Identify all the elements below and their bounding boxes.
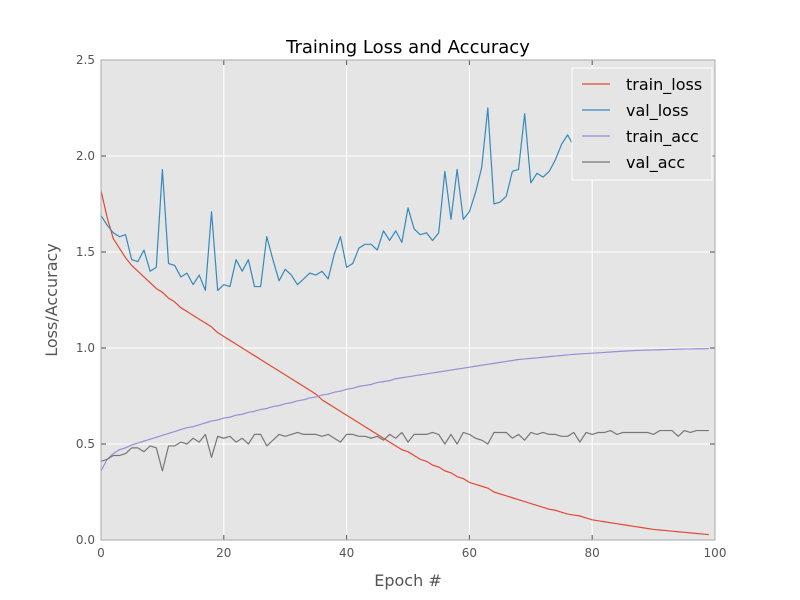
legend-label-train-loss: train_loss xyxy=(626,75,702,95)
x-tick-label: 80 xyxy=(585,546,600,560)
x-tick-label: 100 xyxy=(704,546,727,560)
legend-label-train-acc: train_acc xyxy=(626,127,699,147)
plot-frame xyxy=(100,59,716,541)
series-line-train-acc xyxy=(100,347,709,472)
y-tick-label: 2.5 xyxy=(76,53,95,67)
legend-label-val-loss: val_loss xyxy=(626,101,689,121)
x-tick-label: 20 xyxy=(216,546,231,560)
y-tick-label: 1.0 xyxy=(76,341,95,355)
chart-title: Training Loss and Accuracy xyxy=(285,37,530,58)
legend: train_loss val_loss train_acc val_acc xyxy=(571,67,713,181)
y-tick-label: 1.5 xyxy=(76,245,95,259)
x-tick-label: 40 xyxy=(339,546,354,560)
y-tick-label: 0.0 xyxy=(76,533,95,547)
x-tick-label: 60 xyxy=(462,546,477,560)
axes-layer: 0 20 40 60 80 100 0.0 0.5 1.0 1.5 2.0 2.5 xyxy=(76,53,727,560)
series-line-val-acc xyxy=(100,429,709,472)
legend-box xyxy=(571,67,713,181)
y-tick-label: 0.5 xyxy=(76,437,95,451)
x-axis-title: Epoch # xyxy=(374,571,441,590)
legend-label-val-acc: val_acc xyxy=(626,153,685,173)
y-axis-title: Loss/Accuracy xyxy=(42,243,61,357)
y-tick-label: 2.0 xyxy=(76,149,95,163)
x-tick-label: 0 xyxy=(97,546,105,560)
series-line-train-loss xyxy=(100,190,709,536)
